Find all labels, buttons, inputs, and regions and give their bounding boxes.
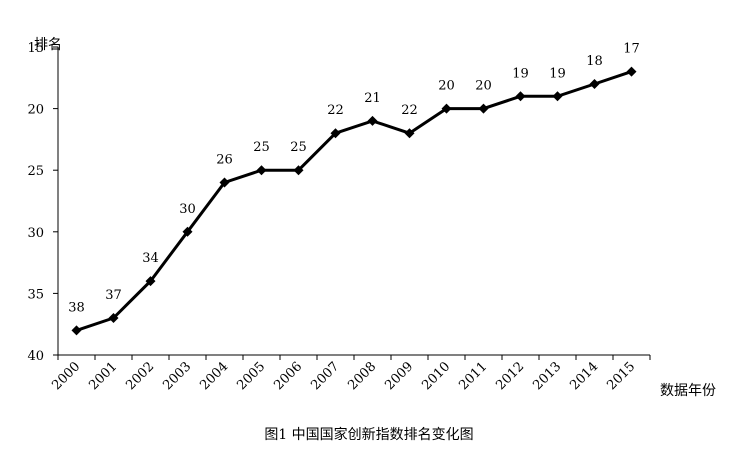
- data-value-label: 19: [549, 66, 566, 81]
- x-tick-label: 2013: [530, 359, 564, 393]
- data-value-label: 25: [290, 140, 307, 155]
- y-axis-label: 排名: [34, 37, 62, 53]
- data-point-marker: [515, 91, 526, 102]
- figure-caption: 图1 中国国家创新指数排名变化图: [264, 427, 474, 443]
- data-point-marker: [145, 276, 156, 287]
- x-tick-label: 2004: [197, 359, 231, 393]
- y-tick-label: 15: [27, 41, 44, 56]
- x-tick-label: 2012: [493, 359, 527, 393]
- series-line: [76, 70, 632, 332]
- data-value-label: 18: [586, 54, 603, 69]
- x-tick-label: 2000: [49, 359, 83, 393]
- data-value-label: 19: [512, 66, 529, 81]
- data-point-marker: [626, 66, 637, 77]
- x-tick-label: 2003: [160, 359, 194, 393]
- data-value-label: 25: [253, 140, 270, 155]
- x-tick-label: 2008: [345, 359, 379, 393]
- y-tick-label: 30: [27, 226, 44, 241]
- data-value-label: 38: [68, 300, 85, 315]
- x-tick-label: 2011: [456, 359, 490, 393]
- x-tick-label: 2006: [271, 359, 305, 393]
- y-tick-labels: 15 20 25 30 35 40: [27, 41, 44, 364]
- x-tick-label: 2009: [382, 359, 416, 393]
- data-point-marker: [219, 177, 230, 188]
- data-labels: 38 37 34 30 26 25 25 22 21 22 20 20 19 19 18 17: [68, 42, 640, 316]
- data-value-label: 17: [623, 42, 640, 57]
- data-point-marker: [367, 115, 378, 126]
- data-value-label: 22: [401, 103, 418, 118]
- data-point-marker: [404, 128, 415, 139]
- y-tick-label: 20: [27, 103, 44, 118]
- x-tick-label: 2001: [86, 359, 120, 393]
- data-point-marker: [478, 103, 489, 114]
- data-value-label: 20: [475, 79, 492, 94]
- data-point-marker: [330, 128, 341, 139]
- data-point-marker: [589, 78, 600, 89]
- data-point-marker: [71, 325, 82, 336]
- series-polyline: [76, 70, 632, 332]
- data-point-marker: [293, 165, 304, 176]
- data-value-label: 22: [327, 103, 344, 118]
- x-tick-labels: 2000 2001 2002 2003 2004 2005 2006 2007 2008 2009…: [49, 359, 638, 393]
- data-point-marker: [108, 313, 119, 324]
- x-tick-label: 2010: [419, 359, 453, 393]
- data-value-label: 21: [364, 91, 381, 106]
- data-value-label: 37: [105, 288, 122, 303]
- y-tick-label: 35: [27, 287, 44, 302]
- data-point-marker: [552, 91, 563, 102]
- axes: [53, 46, 651, 360]
- x-tick-label: 2014: [567, 359, 601, 393]
- data-value-label: 26: [216, 153, 233, 168]
- data-markers: [71, 66, 637, 336]
- x-tick-label: 2002: [123, 359, 157, 393]
- data-value-label: 30: [179, 202, 196, 217]
- data-point-marker: [441, 103, 452, 114]
- data-point-marker: [182, 226, 193, 237]
- data-point-marker: [256, 165, 267, 176]
- x-tick-label: 2015: [604, 359, 638, 393]
- x-tick-label: 2005: [234, 359, 268, 393]
- data-value-label: 34: [142, 251, 159, 266]
- y-tick-label: 25: [27, 164, 44, 179]
- x-tick-label: 2007: [308, 359, 342, 393]
- x-axis-label: 数据年份: [660, 383, 716, 399]
- data-value-label: 20: [438, 79, 455, 94]
- y-tick-label: 40: [27, 349, 44, 364]
